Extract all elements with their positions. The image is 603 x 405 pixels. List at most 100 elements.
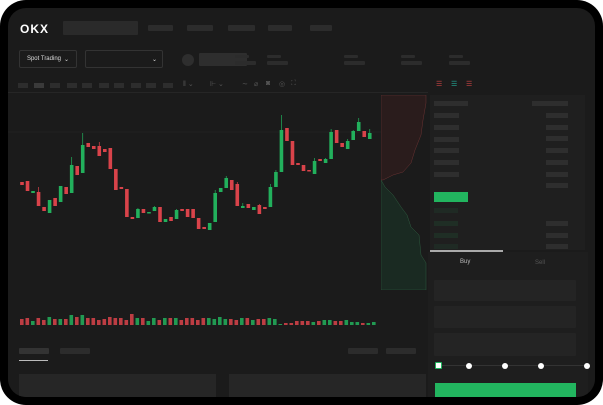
okx-logo[interactable]: OKX (20, 22, 50, 36)
volume-bar (328, 320, 332, 325)
candle (263, 207, 267, 209)
fullscreen-icon[interactable]: ⛶ (291, 80, 296, 87)
price-input[interactable] (434, 280, 576, 301)
volume-bar (212, 319, 217, 325)
amount-input[interactable] (434, 306, 576, 328)
candle (356, 122, 361, 131)
orderbook-sell-icon[interactable]: ☰ (466, 81, 473, 88)
bid-row[interactable] (434, 233, 458, 238)
camera-icon[interactable]: ◙ (266, 80, 271, 87)
pair-dropdown[interactable]: ⌄ (85, 50, 163, 68)
slider-step-25[interactable] (466, 363, 472, 369)
interval-button[interactable] (82, 83, 92, 88)
volume-bar (218, 317, 222, 325)
candle-type-icon[interactable]: ‖ ⌄ (183, 81, 194, 88)
candle (169, 217, 173, 221)
header-price (434, 101, 468, 106)
candle (268, 187, 273, 207)
candle (42, 207, 46, 211)
slider-step-50[interactable] (502, 363, 508, 369)
slider-step-100[interactable] (584, 363, 590, 369)
ask-amount (546, 136, 568, 141)
chevron-down-icon: ⌄ (151, 56, 157, 63)
interval-button[interactable] (50, 83, 60, 88)
bid-row[interactable] (434, 208, 458, 213)
interval-button-active[interactable] (34, 83, 44, 88)
filter-button[interactable] (386, 348, 416, 354)
candle (329, 132, 333, 159)
interval-button[interactable] (114, 83, 124, 88)
slider-step-75[interactable] (538, 363, 544, 369)
ask-row[interactable] (434, 172, 459, 177)
ask-row[interactable] (434, 160, 459, 165)
search-bar[interactable] (63, 21, 138, 35)
bid-depth-area (381, 179, 427, 290)
volume-bar (190, 318, 195, 325)
volume-bar (108, 317, 112, 325)
interval-button[interactable] (18, 83, 28, 88)
candle (80, 145, 85, 173)
tab-underline (430, 250, 503, 252)
volume-bar (223, 319, 228, 325)
tab-sell[interactable]: Sell (535, 260, 546, 266)
interval-button[interactable] (163, 83, 173, 88)
volume-bar (262, 319, 266, 325)
tab-order-history[interactable] (60, 348, 90, 354)
volume-bar (58, 319, 63, 325)
candlestick-chart[interactable] (8, 8, 428, 338)
orderbook-both-icon[interactable]: ☰ (436, 81, 443, 88)
candle (246, 204, 251, 208)
candle (334, 130, 339, 143)
chevron-down-icon: ⌄ (64, 56, 70, 63)
settings-icon[interactable]: ◎ (279, 81, 286, 88)
candle (64, 187, 68, 194)
slider-handle[interactable] (435, 362, 442, 369)
candle (191, 209, 195, 218)
interval-button[interactable] (146, 83, 156, 88)
interval-button[interactable] (131, 83, 141, 88)
volume-bar (69, 315, 74, 325)
volume-bar (53, 319, 57, 325)
volume-bar (289, 323, 294, 325)
bid-row[interactable] (434, 244, 458, 249)
bid-row[interactable] (434, 221, 458, 226)
orderbook-buy-icon[interactable]: ☰ (451, 81, 458, 88)
indicator-icon[interactable]: ⊩ ⌄ (210, 81, 224, 88)
candle (290, 141, 295, 165)
candle (323, 159, 328, 163)
ask-amount (546, 113, 568, 118)
ask-row[interactable] (434, 137, 459, 142)
spot-trading-dropdown[interactable]: Spot Trading ⌄ (19, 50, 77, 68)
slider-track[interactable] (439, 365, 587, 366)
volume-bar (86, 318, 90, 325)
interval-button[interactable] (99, 83, 109, 88)
volume-bar (75, 317, 79, 325)
filter-button[interactable] (348, 348, 378, 354)
nav-item[interactable] (310, 25, 332, 31)
nav-item[interactable] (268, 25, 292, 31)
volume-bar (141, 318, 145, 325)
nav-item[interactable] (148, 25, 173, 31)
line-tool-icon[interactable]: ∼ (242, 81, 248, 88)
interval-button[interactable] (67, 83, 77, 88)
tab-buy[interactable]: Buy (460, 259, 471, 265)
stat-label (344, 55, 358, 58)
tab-open-orders[interactable] (19, 348, 49, 354)
candle (25, 181, 30, 191)
ask-row[interactable] (434, 148, 459, 153)
ask-row[interactable] (434, 113, 459, 118)
nav-item[interactable] (228, 25, 255, 31)
buy-button[interactable] (435, 383, 576, 397)
volume-bar (333, 321, 338, 325)
volume-bar (196, 320, 200, 325)
volume-bar (372, 322, 376, 325)
ask-row[interactable] (434, 125, 459, 130)
candle (31, 191, 35, 193)
ruler-icon[interactable]: ⌀ (254, 81, 259, 88)
candle (224, 178, 229, 188)
candle (202, 227, 206, 229)
candle (307, 170, 311, 172)
nav-item[interactable] (187, 25, 213, 31)
total-input[interactable] (434, 333, 576, 356)
volume-bar (311, 322, 316, 325)
